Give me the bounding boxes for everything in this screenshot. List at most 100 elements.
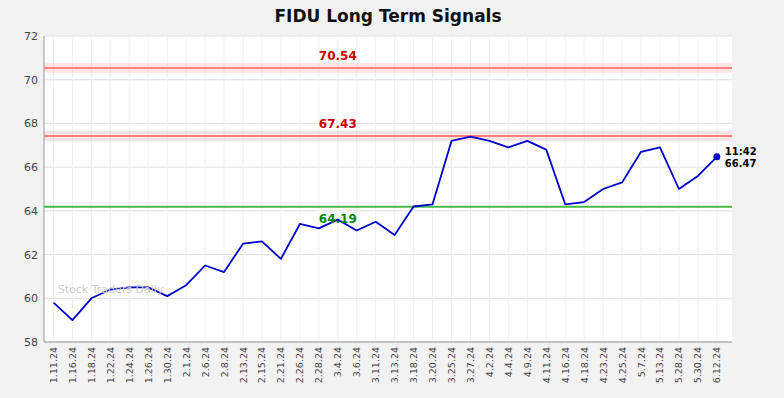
grid-line [394,36,395,342]
grid-line [337,36,338,342]
x-tick-label: 5.13.24 [654,347,665,383]
x-tick-label: 1.16.24 [67,347,78,383]
last-point [713,153,720,160]
grid-line [44,210,732,211]
grid-line [205,36,206,342]
grid-line [299,36,300,342]
grid-line [318,36,319,342]
price-line [53,137,716,321]
x-tick-label: 4.18.24 [579,347,590,383]
grid-line [565,36,566,342]
y-axis [44,36,45,342]
y-tick-label: 58 [24,336,38,349]
grid-line [489,36,490,342]
grid-line [527,36,528,342]
y-tick-label: 72 [24,30,38,43]
plot-marks [44,63,732,320]
grid-line [44,36,732,37]
x-tick-label: 1.11.24 [48,347,59,383]
x-tick-label: 3.27.24 [465,347,476,383]
grid-line [716,36,717,342]
x-tick-label: 4.16.24 [560,347,571,383]
reference-label: 70.54 [319,49,357,63]
grid-line [622,36,623,342]
x-tick-label: 1.24.24 [124,347,135,383]
grid-line [186,36,187,342]
watermark: Stock Traders Daily [58,283,164,296]
grid-line [44,123,732,124]
x-tick-label: 3.6.24 [351,347,362,377]
grid-line [546,36,547,342]
x-tick-label: 2.8.24 [219,347,230,377]
grid-line [243,36,244,342]
x-tick-label: 4.9.24 [522,347,533,377]
grid-line [470,36,471,342]
y-tick-label: 64 [24,205,38,218]
grid-line [53,36,54,342]
x-tick-label: 5.28.24 [673,347,684,383]
grid-line [584,36,585,342]
x-tick-label: 2.21.24 [275,347,286,383]
grid-line [44,167,732,168]
x-tick-label: 4.2.24 [484,347,495,377]
x-tick-label: 4.4.24 [503,347,514,377]
x-tick-label: 3.25.24 [446,347,457,383]
x-tick-label: 4.25.24 [617,347,628,383]
x-tick-label: 4.11.24 [541,347,552,383]
x-tick-label: 2.28.24 [313,347,324,383]
x-tick-label: 2.26.24 [294,347,305,383]
y-tick-label: 70 [24,74,38,87]
reference-band [44,131,732,141]
x-tick-label: 2.15.24 [256,347,267,383]
x-tick-label: 5.7.24 [636,347,647,377]
reference-label: 64.19 [319,212,357,226]
plot-area [44,36,732,342]
x-tick-label: 2.1.24 [181,347,192,377]
x-tick-label: 5.30.24 [692,347,703,383]
grid-line [148,36,149,342]
grid-line [356,36,357,342]
x-tick-label: 3.4.24 [332,347,343,377]
x-tick-label: 3.18.24 [408,347,419,383]
reference-band [44,63,732,73]
grid-line [110,36,111,342]
x-tick-label: 1.18.24 [86,347,97,383]
grid-line [641,36,642,342]
grid-line [432,36,433,342]
x-tick-label: 3.13.24 [389,347,400,383]
title: FIDU Long Term Signals [274,6,501,26]
x-tick-label: 2.13.24 [238,347,249,383]
grid-line [129,36,130,342]
grid-line [44,79,732,80]
last-price-label: 66.47 [725,158,757,169]
y-tick-label: 66 [24,161,38,174]
x-tick-label: 1.30.24 [162,347,173,383]
y-tick-label: 68 [24,117,38,130]
grid-line [280,36,281,342]
grid-line [72,36,73,342]
y-tick-label: 62 [24,249,38,262]
background [0,0,784,398]
grid-line [508,36,509,342]
x-tick-label: 1.26.24 [143,347,154,383]
grid-line [224,36,225,342]
grid-line [413,36,414,342]
grid-line [451,36,452,342]
grid-line [375,36,376,342]
x-tick-label: 1.22.24 [105,347,116,383]
x-tick-label: 6.12.24 [711,347,722,383]
y-tick-label: 60 [24,292,38,305]
x-axis [44,342,732,343]
x-tick-label: 4.23.24 [598,347,609,383]
last-time-label: 11:42 [725,146,757,157]
grid-line [44,298,732,299]
annotations: 70.54 67.43 64.19 Stock Traders Daily 11:426… [58,49,757,296]
grid-line [697,36,698,342]
grid-line [91,36,92,342]
reference-label: 67.43 [319,117,357,131]
x-tick-label: 2.6.24 [200,347,211,377]
grid-line [44,342,732,343]
x-tick-label: 3.20.24 [427,347,438,383]
grid-line [261,36,262,342]
x-tick-label: 3.11.24 [370,347,381,383]
